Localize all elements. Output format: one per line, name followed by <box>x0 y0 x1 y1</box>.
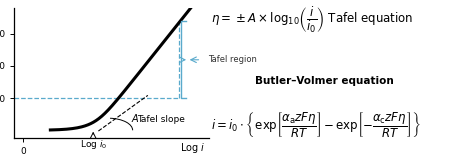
Text: Tafel region: Tafel region <box>208 55 256 64</box>
Text: Log $i_0$: Log $i_0$ <box>80 138 107 151</box>
Text: Tafel slope: Tafel slope <box>137 115 185 124</box>
Text: $A$: $A$ <box>131 112 140 124</box>
Text: Log $i$: Log $i$ <box>180 141 206 155</box>
Text: $i = i_0 \cdot \left\{\exp\!\left[\dfrac{\alpha_\mathrm{a} zF\eta}{RT}\right] - : $i = i_0 \cdot \left\{\exp\!\left[\dfrac… <box>211 111 421 140</box>
Text: $\eta = \pm A \times \log_{10}\!\left(\dfrac{i}{i_0}\right)$ Tafel equation: $\eta = \pm A \times \log_{10}\!\left(\d… <box>211 5 413 35</box>
Text: Butler–Volmer equation: Butler–Volmer equation <box>255 76 394 86</box>
